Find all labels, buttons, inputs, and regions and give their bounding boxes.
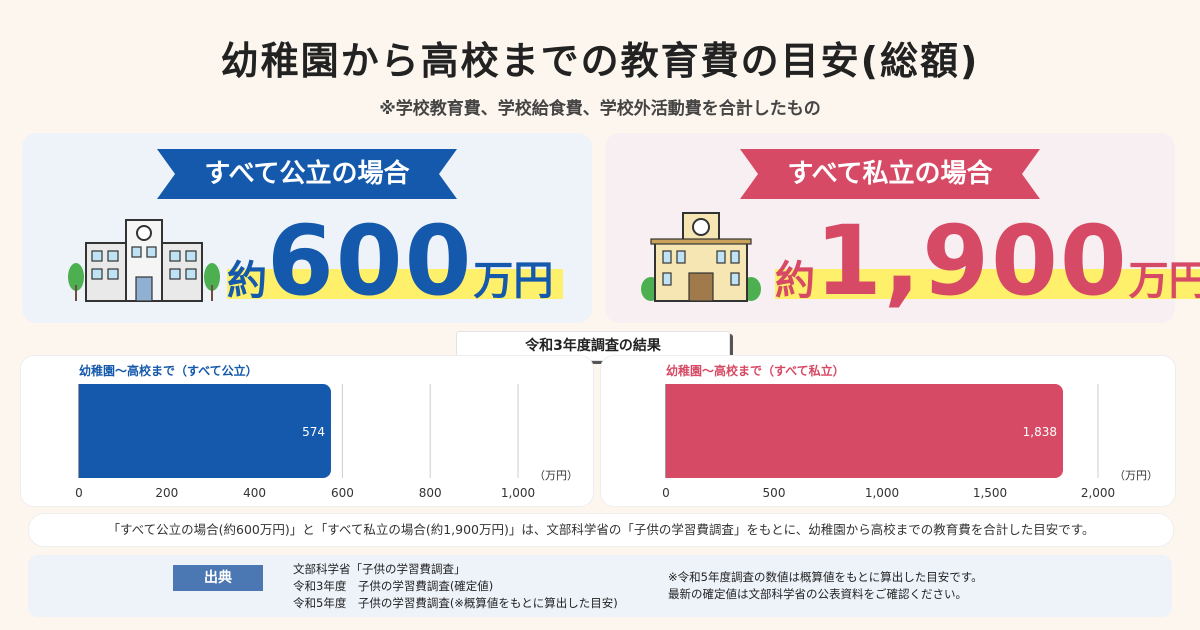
- tick-label: 600: [331, 486, 354, 500]
- public-chart-card: 幼稚園〜高校まで（すべて公立） 0 200 400 600 800 1,000 574 （万円）: [20, 355, 594, 507]
- source-line: 令和5年度 子供の学習費調査(※概算値をもとに算出した目安): [293, 596, 618, 610]
- source-line: 文部科学省「子供の学習費調査」: [293, 562, 466, 576]
- source-line: 令和3年度 子供の学習費調査(確定値): [293, 579, 494, 593]
- public-amount-prefix: 約: [227, 258, 267, 304]
- unit-label: （万円）: [534, 469, 578, 482]
- page-subtitle: ※学校教育費、学校給食費、学校外活動費を合計したもの: [379, 99, 821, 119]
- chart-title: 幼稚園〜高校まで（すべて公立）: [79, 363, 258, 378]
- private-school-icon: [641, 212, 761, 302]
- private-amount: 約1,900万円: [775, 205, 1200, 317]
- private-amount-unit: 万円: [1128, 258, 1200, 304]
- source-notes: ※令和5年度調査の数値は概算値をもとに算出した目安です。 最新の確定値は文部科学…: [668, 569, 983, 603]
- private-amount-prefix: 約: [775, 258, 815, 304]
- tick-label: 800: [419, 486, 442, 500]
- private-summary-card: すべて私立の場合 約1,900万円: [605, 133, 1200, 323]
- chart-title: 幼稚園〜高校まで（すべて私立）: [666, 363, 845, 378]
- footnote: 「すべて公立の場合(約600万円)」と「すべて私立の場合(約1,900万円)」は…: [28, 513, 1174, 547]
- public-amount: 約600万円: [227, 205, 564, 317]
- source-note: 最新の確定値は文部科学省の公表資料をご確認ください。: [668, 587, 967, 601]
- private-amount-number: 1,900: [815, 205, 1129, 317]
- bar-value-label: 574: [302, 425, 325, 439]
- source-tag: 出典: [173, 565, 263, 591]
- tick-label: 0: [662, 486, 670, 500]
- tick-label: 1,000: [501, 486, 535, 500]
- tick-label: 500: [763, 486, 786, 500]
- source-note: ※令和5年度調査の数値は概算値をもとに算出した目安です。: [668, 570, 983, 584]
- public-ribbon: すべて公立の場合: [157, 149, 457, 199]
- source-panel: 出典 文部科学省「子供の学習費調査」 令和3年度 子供の学習費調査(確定値) 令…: [28, 555, 1172, 617]
- tick-label: 0: [75, 486, 83, 500]
- public-chart: 幼稚園〜高校まで（すべて公立） 0 200 400 600 800 1,000 574 （万円）: [75, 363, 578, 500]
- bar: [79, 384, 331, 478]
- public-amount-number: 600: [267, 205, 474, 317]
- tick-label: 1,500: [973, 486, 1007, 500]
- tick-label: 2,000: [1081, 486, 1115, 500]
- page-title: 幼稚園から高校までの教育費の目安(総額): [220, 39, 980, 83]
- unit-label: （万円）: [1114, 469, 1158, 482]
- tick-label: 1,000: [865, 486, 899, 500]
- private-chart: 幼稚園〜高校まで（すべて私立） 0 500 1,000 1,500 2,000 1,838 （…: [662, 363, 1158, 500]
- bar: [666, 384, 1064, 478]
- public-amount-unit: 万円: [473, 258, 554, 304]
- public-summary-card: すべて公立の場合 約600万円: [22, 133, 592, 323]
- private-ribbon: すべて私立の場合: [740, 149, 1040, 199]
- bar-value-label: 1,838: [1023, 425, 1057, 439]
- tick-label: 400: [243, 486, 266, 500]
- source-lines: 文部科学省「子供の学習費調査」 令和3年度 子供の学習費調査(確定値) 令和5年…: [293, 561, 618, 612]
- public-school-icon: [68, 219, 220, 302]
- private-chart-card: 幼稚園〜高校まで（すべて私立） 0 500 1,000 1,500 2,000 1,838 （…: [600, 355, 1176, 507]
- tick-label: 200: [155, 486, 178, 500]
